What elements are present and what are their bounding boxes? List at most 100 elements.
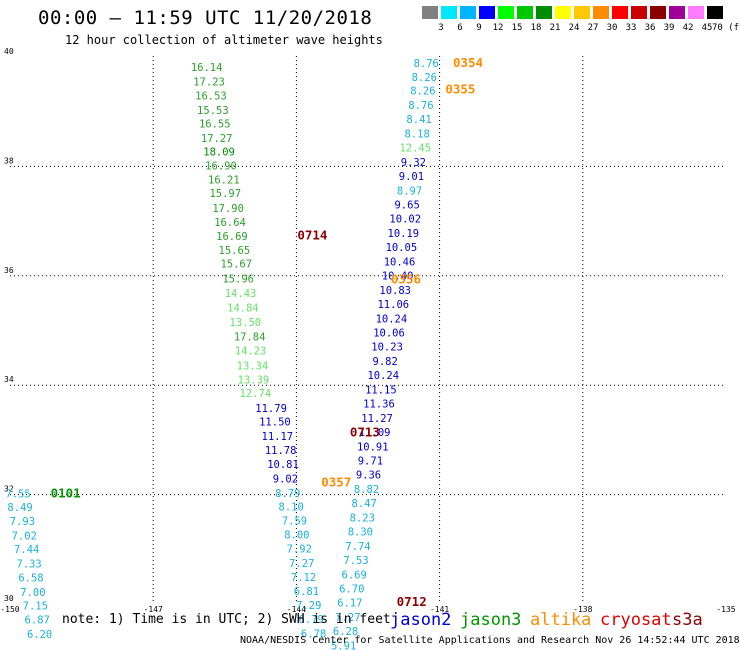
wave-height-value: 10.24 [376, 313, 408, 325]
legend-swatch [688, 6, 704, 19]
legend-swatch [517, 6, 533, 19]
wave-height-value: 12.45 [399, 143, 431, 155]
wave-height-value: 8.26 [412, 72, 437, 84]
wave-height-value: 10.81 [267, 459, 299, 471]
wave-height-value: 7.44 [14, 544, 39, 556]
wave-height-value: 6.69 [342, 569, 367, 581]
wave-height-value: 7.93 [10, 516, 35, 528]
mission-s3a: s3a [672, 610, 703, 630]
wave-height-value: 9.36 [356, 470, 381, 482]
wave-height-value: 10.05 [386, 242, 418, 254]
wave-height-value: 8.26 [410, 86, 435, 98]
lat-tick-label: 32 [4, 485, 14, 494]
wave-height-value: 8.97 [397, 185, 422, 197]
pass-label: 0714 [297, 228, 327, 243]
wave-height-value: 7.33 [16, 558, 41, 570]
units-note: note: 1) Time is in UTC; 2) SWH is in fe… [62, 612, 391, 627]
wave-height-value: 10.91 [357, 441, 389, 453]
mission-altika: altika [530, 610, 592, 630]
legend-swatch [612, 6, 628, 19]
lat-tick-label: 38 [4, 156, 14, 165]
legend-swatch [441, 6, 457, 19]
wave-height-value: 8.47 [352, 498, 377, 510]
wave-height-value: 9.02 [273, 474, 298, 486]
wave-height-value: 9.01 [399, 171, 424, 183]
wave-height-value: 17.90 [212, 203, 244, 215]
legend-label: 21 [549, 23, 561, 33]
wave-height-value: 11.09 [359, 427, 391, 439]
legend-unit: 70 (ft) [712, 23, 740, 33]
legend-swatch [669, 6, 685, 19]
lon-tick-label: -147 [144, 605, 163, 614]
legend-swatch [650, 6, 666, 19]
wave-height-value: 6.28 [333, 626, 358, 638]
legend-label: 39 [663, 23, 675, 33]
wave-height-value: 6.17 [337, 598, 362, 610]
wave-height-value: 8.49 [7, 502, 32, 514]
lon-tick-label: -144 [287, 605, 306, 614]
wave-height-value: 8.18 [405, 128, 430, 140]
page-subtitle: 12 hour collection of altimeter wave hei… [65, 33, 383, 47]
wave-height-value: 6.79 [299, 614, 324, 626]
wave-height-value: 10.24 [367, 370, 399, 382]
page-title: 00:00 – 11:59 UTC 11/20/2018 [38, 7, 373, 29]
legend-swatch [631, 6, 647, 19]
wave-height-value: 7.02 [12, 530, 37, 542]
lon-tick-label: -138 [573, 605, 592, 614]
pass-label: 0356 [391, 271, 421, 286]
wave-height-value: 7.53 [343, 555, 368, 567]
wave-height-value: 8.30 [348, 527, 373, 539]
wave-height-value: 11.79 [255, 403, 287, 415]
wave-height-value: 7.29 [296, 600, 321, 612]
wave-height-value: 16.53 [195, 91, 227, 103]
wave-height-value: 7.92 [287, 544, 312, 556]
wave-height-value: 7.59 [282, 516, 307, 528]
lat-tick-label: 34 [4, 375, 14, 384]
legend-label: 33 [625, 23, 637, 33]
wave-height-value: 11.17 [262, 431, 294, 443]
wave-height-value: 9.65 [394, 200, 419, 212]
legend-label: 27 [587, 23, 599, 33]
lat-tick-label: 36 [4, 266, 14, 275]
wave-height-value: 6.81 [294, 586, 319, 598]
legend-label: 42 [682, 23, 694, 33]
legend-swatch [536, 6, 552, 19]
wave-height-value: 8.76 [414, 58, 439, 70]
wave-height-value: 14.23 [235, 346, 267, 358]
legend-label: 30 [606, 23, 618, 33]
wave-height-value: 5.91 [331, 640, 356, 650]
wave-height-value: 16.21 [208, 174, 240, 186]
wave-height-value: 13.50 [230, 317, 262, 329]
wave-height-value: 10.23 [371, 342, 403, 354]
wave-height-value: 13.39 [238, 375, 270, 387]
wave-height-value: 9.32 [401, 157, 426, 169]
wave-height-value: 15.53 [197, 105, 229, 117]
wave-height-value: 16.14 [191, 62, 223, 74]
wave-height-value: 8.10 [279, 501, 304, 513]
legend-swatch [479, 6, 495, 19]
pass-label: 0712 [397, 594, 427, 609]
legend-label: 12 [492, 23, 504, 33]
lat-tick-label: 30 [4, 594, 14, 603]
wave-height-value: 13.34 [237, 360, 269, 372]
legend-swatch [593, 6, 609, 19]
wave-height-value: 9.82 [373, 356, 398, 368]
lon-tick-label: -150 [0, 605, 19, 614]
legend-swatch [555, 6, 571, 19]
mission-jason2: jason2 [390, 610, 452, 630]
legend-label: 3 [438, 23, 444, 33]
wave-height-value: 14.84 [227, 302, 259, 314]
wave-height-value: 11.27 [361, 413, 393, 425]
wave-height-value: 12.74 [240, 388, 272, 400]
mission-cryosat: cryosat [600, 610, 672, 630]
legend-swatch [574, 6, 590, 19]
legend-label: 15 [511, 23, 523, 33]
legend-label: 18 [530, 23, 542, 33]
wave-height-value: 16.55 [199, 119, 231, 131]
wave-height-value: 6.78 [301, 628, 326, 640]
wave-height-value: 16.64 [214, 217, 246, 229]
lon-tick-label: -135 [716, 605, 735, 614]
wave-height-value: 16.90 [205, 161, 237, 173]
legend-swatch [498, 6, 514, 19]
